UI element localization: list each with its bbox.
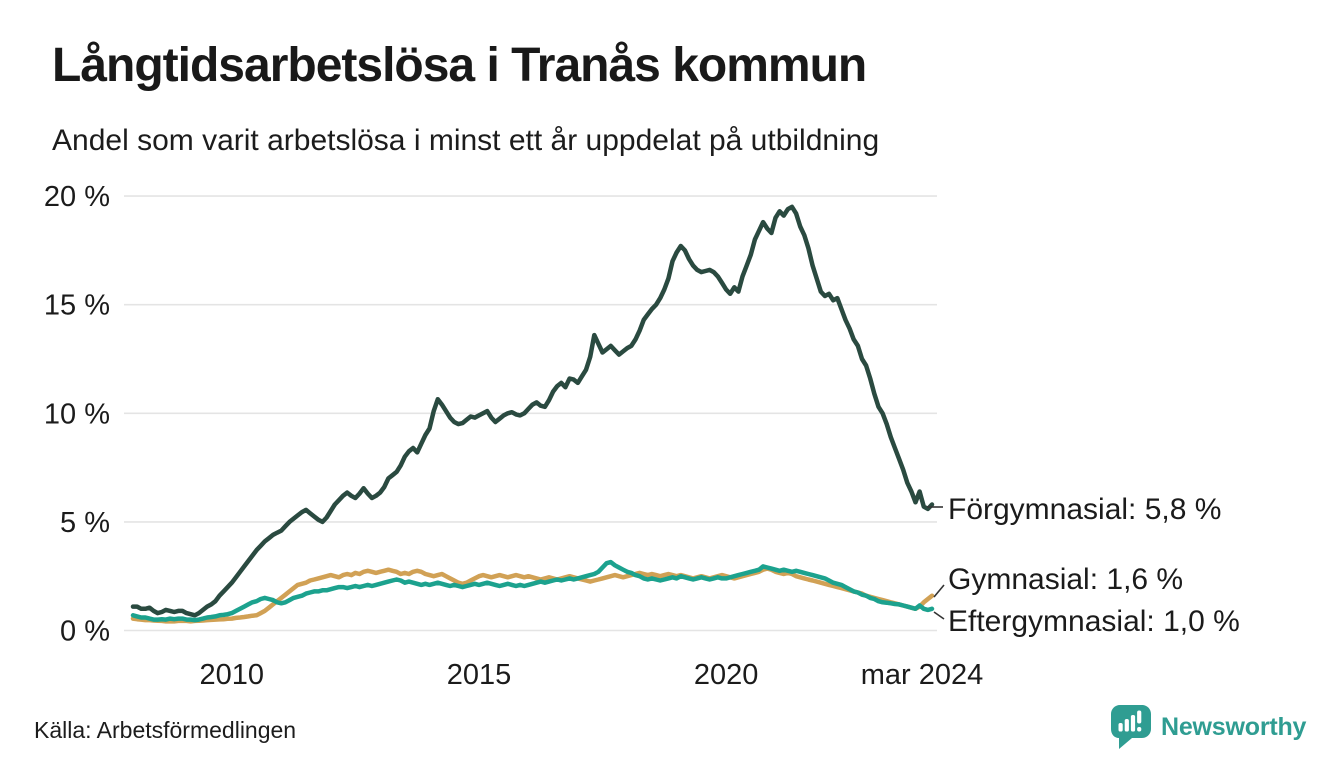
page-title: Långtidsarbetslösa i Tranås kommun bbox=[52, 39, 867, 92]
exclamation-dot-icon bbox=[1137, 727, 1142, 732]
y-tick-label: 15 % bbox=[44, 290, 110, 322]
source-note: Källa: Arbetsförmedlingen bbox=[34, 717, 297, 743]
x-tick-label: 2020 bbox=[694, 659, 759, 691]
x-tick-label: 2015 bbox=[447, 659, 512, 691]
series-end-label-forgymnasial: Förgymnasial: 5,8 % bbox=[948, 493, 1221, 526]
y-tick-label: 10 % bbox=[44, 398, 110, 430]
series-end-label-gymnasial: Gymnasial: 1,6 % bbox=[948, 563, 1183, 596]
y-tick-label: 0 % bbox=[60, 616, 110, 648]
exclamation-icon bbox=[1137, 710, 1142, 724]
x-tick-label: 2010 bbox=[200, 659, 265, 691]
y-tick-label: 20 % bbox=[44, 181, 110, 213]
label-connector-eftergymnasial bbox=[933, 611, 945, 620]
series-line-gymnasial bbox=[130, 566, 935, 624]
series-line-forgymnasial bbox=[130, 204, 935, 618]
bar-icon bbox=[1118, 723, 1123, 732]
newsworthy-wordmark: Newsworthy bbox=[1161, 712, 1307, 741]
y-tick-label: 5 % bbox=[60, 507, 110, 539]
page-subtitle: Andel som varit arbetslösa i minst ett å… bbox=[52, 124, 880, 157]
label-connector-gymnasial bbox=[933, 584, 945, 598]
bar-icon bbox=[1124, 719, 1129, 732]
x-tick-label: mar 2024 bbox=[861, 659, 984, 691]
newsworthy-logo: Newsworthy bbox=[1110, 704, 1306, 750]
series-end-label-eftergymnasial: Eftergymnasial: 1,0 % bbox=[948, 605, 1240, 638]
series-line-eftergymnasial bbox=[130, 559, 935, 623]
bar-icon bbox=[1130, 715, 1136, 732]
newsworthy-icon bbox=[1111, 705, 1151, 749]
